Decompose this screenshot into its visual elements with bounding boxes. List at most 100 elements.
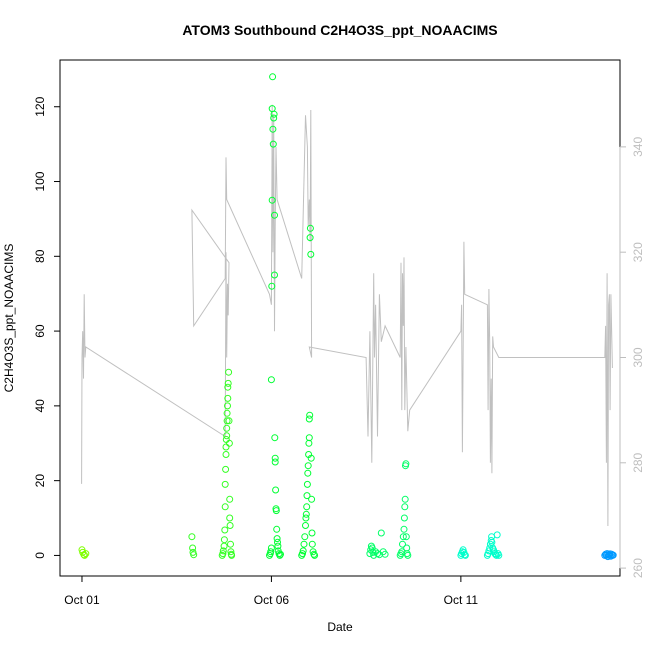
data-point (267, 548, 275, 556)
data-point (488, 533, 496, 541)
data-point (223, 417, 231, 425)
data-point (461, 551, 469, 559)
x-axis-label: Date (327, 620, 353, 634)
data-point (307, 454, 315, 462)
data-point (381, 550, 389, 558)
data-point (225, 439, 233, 447)
y-tick-label: 0 (33, 552, 47, 559)
data-point (303, 480, 311, 488)
data-point (269, 125, 277, 133)
x-tick-label: Oct 11 (444, 593, 479, 607)
data-point (401, 495, 409, 503)
data-point (310, 550, 318, 558)
data-point (272, 507, 280, 515)
data-point (276, 551, 284, 559)
y-tick-label: 80 (33, 249, 47, 263)
data-point (271, 434, 279, 442)
data-point (221, 480, 229, 488)
scatter-points (78, 73, 617, 561)
data-point (188, 533, 196, 541)
data-point (221, 526, 229, 534)
data-point (224, 383, 232, 391)
data-point (461, 551, 469, 559)
data-point (301, 533, 309, 541)
data-point (308, 495, 316, 503)
data-point (308, 529, 316, 537)
data-point (274, 538, 281, 546)
data-point (189, 544, 197, 552)
data-point (491, 550, 499, 558)
y-tick-label: 60 (33, 324, 47, 338)
data-point (219, 547, 227, 555)
data-point (267, 544, 275, 552)
data-point (401, 503, 409, 511)
data-point (486, 540, 494, 548)
data-point (306, 224, 314, 232)
data-point (223, 432, 231, 440)
data-point (222, 443, 230, 451)
data-point (493, 551, 500, 559)
data-point (271, 454, 279, 462)
y-tick-label: 120 (33, 96, 47, 116)
data-point (268, 282, 276, 290)
data-point (400, 525, 408, 533)
data-point (271, 211, 278, 219)
data-point (225, 417, 233, 425)
data-point (303, 492, 311, 500)
data-point (267, 376, 275, 384)
data-point (307, 250, 315, 258)
y-tick-label: 40 (33, 399, 47, 413)
data-point (609, 551, 617, 559)
data-point (273, 525, 281, 533)
right-y-axis: 260 280 300 320 340 (619, 137, 645, 578)
data-point (277, 550, 284, 558)
data-point (305, 434, 313, 442)
data-point (495, 551, 503, 559)
data-point (225, 368, 233, 376)
data-point (304, 462, 312, 470)
data-point (402, 533, 410, 541)
data-point (308, 540, 316, 548)
data-point (305, 439, 313, 447)
right-y-tick-label: 280 (631, 452, 645, 472)
y-tick-label: 100 (33, 171, 47, 191)
x-tick-label: Oct 06 (254, 593, 290, 607)
data-point (221, 503, 229, 511)
data-point (306, 411, 314, 419)
data-point (224, 379, 232, 387)
data-point (269, 73, 277, 81)
data-point (403, 544, 411, 552)
data-point (304, 469, 312, 477)
x-tick-label: Oct 01 (64, 593, 100, 607)
data-point (224, 402, 231, 410)
y-axis: 0 20 40 60 80 100 120 (33, 96, 61, 559)
data-point (227, 548, 235, 556)
data-point (222, 465, 230, 473)
series-line-right (81, 104, 613, 527)
plot-frame (59, 59, 621, 577)
data-point (82, 550, 90, 558)
right-y-tick-label: 260 (631, 558, 645, 578)
data-point (219, 550, 227, 558)
data-point (228, 551, 236, 559)
data-point (272, 486, 280, 494)
data-point (269, 140, 277, 148)
data-point (300, 540, 308, 548)
right-axis-series (81, 104, 613, 527)
data-point (274, 542, 282, 550)
data-point (306, 234, 314, 242)
y-tick-label: 20 (33, 474, 47, 488)
data-point (404, 551, 412, 559)
data-point (220, 536, 228, 544)
data-point (271, 271, 278, 279)
data-point (271, 458, 279, 466)
data-point (299, 550, 306, 558)
right-y-tick-label: 320 (631, 242, 645, 262)
data-point (81, 551, 89, 559)
data-point (402, 460, 410, 468)
right-y-tick-label: 340 (631, 137, 645, 157)
data-point (223, 409, 231, 417)
data-point (400, 514, 408, 522)
data-point (226, 514, 234, 522)
